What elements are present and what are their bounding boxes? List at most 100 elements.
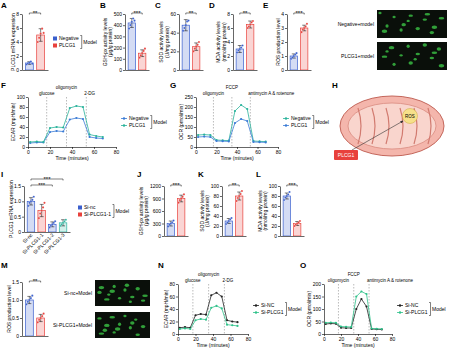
legend-marker — [399, 304, 401, 306]
series-line — [326, 299, 382, 330]
data-point — [194, 47, 196, 49]
error-bar — [238, 46, 242, 53]
data-point — [355, 308, 357, 310]
tick: 6 — [227, 25, 233, 31]
data-point — [62, 130, 64, 132]
legend-swatch — [253, 312, 259, 313]
tick-label: 8 — [227, 11, 230, 17]
data-point — [38, 37, 40, 39]
tick-label: 20 — [19, 134, 25, 140]
tick-label: 0 — [323, 336, 326, 342]
panel-label: A — [1, 1, 7, 10]
data-point — [194, 319, 196, 321]
panel: 00.51.01.5ROS production level** — [6, 278, 49, 340]
injection-label: 2-DG — [222, 278, 233, 283]
x-axis — [281, 236, 305, 237]
tick: 100 — [313, 306, 324, 312]
data-point — [30, 297, 32, 299]
cell-signal — [130, 296, 134, 298]
data-point — [258, 141, 260, 143]
tick-mark — [220, 226, 222, 227]
y-axis: 02468 — [227, 11, 233, 73]
data-point — [189, 328, 191, 330]
data-point — [142, 50, 144, 52]
cell-signal — [118, 297, 121, 299]
panel-label: M — [1, 261, 8, 270]
cell-signal — [142, 295, 148, 297]
series-line — [30, 106, 103, 142]
tick-mark — [194, 137, 196, 138]
cell-signal — [97, 291, 101, 294]
tick-label: 4 — [227, 39, 230, 45]
error-bar — [179, 195, 183, 202]
tick-label: 0 — [195, 149, 198, 155]
bar — [283, 196, 290, 236]
tick-label: 60 — [92, 149, 98, 155]
tick: 0.5 — [12, 315, 22, 321]
tick: 20 — [48, 147, 54, 155]
tick-label: 20 — [213, 223, 219, 229]
cell-signal — [99, 332, 105, 334]
tick: 40 — [235, 147, 241, 155]
tick: 40 — [170, 30, 179, 36]
bar — [182, 25, 189, 70]
error-bar — [29, 198, 33, 205]
panel: 02468MDA activity levels(nmol/mg protein… — [215, 10, 257, 74]
cell-signal — [392, 16, 395, 18]
data-point — [381, 328, 383, 330]
tick: 60 — [255, 147, 261, 155]
data-point — [237, 197, 239, 199]
error-bar — [248, 21, 252, 28]
tick-mark — [162, 186, 164, 187]
data-point — [240, 118, 242, 120]
data-point — [40, 33, 42, 35]
tick: 0.5 — [14, 214, 24, 220]
tick-label: 80 — [213, 193, 219, 199]
axis-line — [281, 236, 305, 237]
tick-mark — [26, 117, 28, 118]
y-axis: 0100200300400500 — [114, 11, 126, 73]
data-point — [28, 299, 30, 301]
tick: 200 — [185, 104, 196, 110]
tick: 0 — [195, 147, 198, 155]
cell-signal — [430, 31, 434, 34]
tick-label: 0 — [27, 149, 30, 155]
crista — [400, 108, 403, 144]
data-point — [381, 328, 383, 330]
tick-label: 2 — [227, 53, 230, 59]
tick-mark — [220, 236, 222, 237]
tick-label: 4 — [16, 39, 19, 45]
tick-label: 0 — [172, 331, 175, 337]
injection-label: FCCP — [226, 85, 238, 90]
axis-line — [23, 336, 49, 337]
injection-label: oligomycin — [203, 91, 225, 96]
legend-title: Model — [83, 39, 97, 45]
data-point — [241, 44, 243, 46]
y-axis: 00.51.01.5 — [14, 183, 24, 235]
data-point — [49, 127, 51, 129]
legend-label: Negative — [59, 35, 79, 41]
axis-title: ROS production level — [6, 285, 12, 332]
cell-signal — [109, 316, 115, 318]
tick: 40 — [169, 306, 178, 312]
tick: 100 — [114, 56, 125, 62]
legend-title: Model — [115, 208, 129, 214]
plcg1-box — [334, 150, 358, 160]
data-point — [43, 202, 45, 204]
data-point — [95, 137, 97, 139]
tick-label: 80 — [390, 336, 396, 342]
legend-swatch — [397, 312, 403, 313]
tick-mark — [194, 127, 196, 128]
x-axis: 020406080 — [27, 147, 119, 155]
tick: 1 — [281, 53, 287, 59]
panel-label: O — [300, 261, 306, 270]
data-point — [31, 199, 33, 201]
axis-line — [288, 70, 312, 71]
cell-signal — [385, 50, 388, 52]
tick-label: 40 — [235, 149, 241, 155]
tick-label: 400 — [114, 22, 123, 28]
x-axis — [288, 70, 312, 71]
cell-signal — [414, 58, 417, 60]
tick: 80 — [246, 334, 252, 342]
tick-mark — [278, 196, 280, 197]
